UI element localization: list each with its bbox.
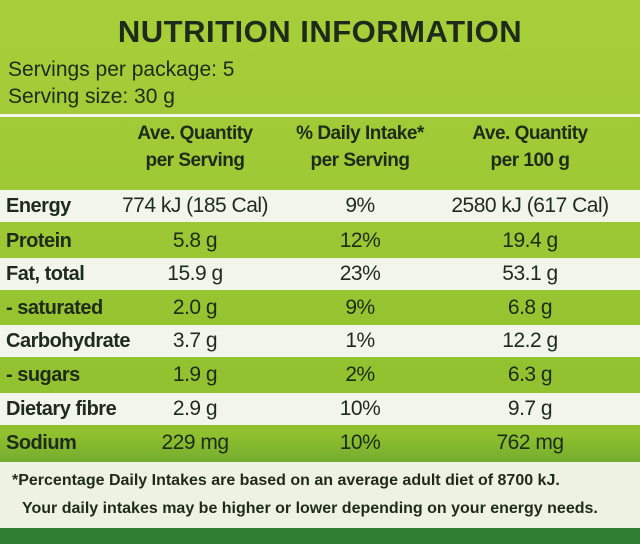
column-header-line: per Serving bbox=[310, 150, 410, 171]
cell-value: 1% bbox=[345, 329, 375, 352]
column-header: % Daily Intake* per Serving bbox=[275, 120, 445, 174]
cell-value: 774 kJ (185 Cal) bbox=[121, 194, 269, 217]
cell-value: 10% bbox=[339, 431, 381, 454]
cell-value: 762 mg bbox=[496, 431, 564, 454]
column-header-line: per 100 g bbox=[490, 150, 570, 171]
cell-value: 2.0 g bbox=[172, 296, 218, 319]
row-band bbox=[0, 393, 640, 425]
servings-per-package: Servings per package: 5 bbox=[8, 58, 235, 81]
cell-value: 23% bbox=[339, 262, 381, 285]
row-label: Fat, total bbox=[6, 263, 85, 285]
cell-value: 6.3 g bbox=[507, 363, 553, 386]
column-header-line: Ave. Quantity bbox=[472, 123, 588, 144]
cell-value: 9.7 g bbox=[507, 397, 553, 420]
footnote-box: *Percentage Daily Intakes are based on a… bbox=[0, 462, 640, 528]
row-label: Protein bbox=[6, 230, 72, 252]
row-band bbox=[0, 190, 640, 222]
cell-value: 2580 kJ (617 Cal) bbox=[451, 194, 609, 217]
row-band bbox=[0, 325, 640, 357]
row-label: Energy bbox=[6, 195, 71, 217]
row-label: - saturated bbox=[6, 297, 103, 319]
cell-value: 19.4 g bbox=[502, 229, 558, 252]
cell-value: 6.8 g bbox=[507, 296, 553, 319]
row-band bbox=[0, 258, 640, 290]
row-label: - sugars bbox=[6, 364, 80, 386]
cell-value: 1.9 g bbox=[172, 363, 218, 386]
cell-value: 9% bbox=[345, 194, 375, 217]
title: NUTRITION INFORMATION bbox=[117, 14, 523, 49]
cell-value: 5.8 g bbox=[172, 229, 218, 252]
column-header-line: % Daily Intake* bbox=[296, 123, 424, 144]
cell-value: 12.2 g bbox=[502, 329, 558, 352]
cell-value: 3.7 g bbox=[172, 329, 218, 352]
cell-value: 229 mg bbox=[161, 431, 229, 454]
cell-value: 12% bbox=[339, 229, 381, 252]
cell-value: 53.1 g bbox=[502, 262, 558, 285]
cell-value: 9% bbox=[345, 296, 375, 319]
row-label: Sodium bbox=[6, 432, 77, 454]
column-header: Ave. Quantity per Serving bbox=[110, 120, 280, 174]
column-header-line: per Serving bbox=[145, 150, 245, 171]
column-header: Ave. Quantity per 100 g bbox=[445, 120, 615, 174]
footnote-line: *Percentage Daily Intakes are based on a… bbox=[12, 472, 560, 489]
cell-value: 15.9 g bbox=[167, 262, 223, 285]
row-label: Dietary fibre bbox=[6, 398, 117, 420]
divider bbox=[0, 114, 640, 117]
cell-value: 10% bbox=[339, 397, 381, 420]
cell-value: 2.9 g bbox=[172, 397, 218, 420]
row-label: Carbohydrate bbox=[6, 330, 131, 352]
serving-size: Serving size: 30 g bbox=[8, 85, 175, 108]
column-header-line: Ave. Quantity bbox=[137, 123, 253, 144]
footnote-line: Your daily intakes may be higher or lowe… bbox=[22, 500, 598, 517]
cell-value: 2% bbox=[345, 363, 375, 386]
